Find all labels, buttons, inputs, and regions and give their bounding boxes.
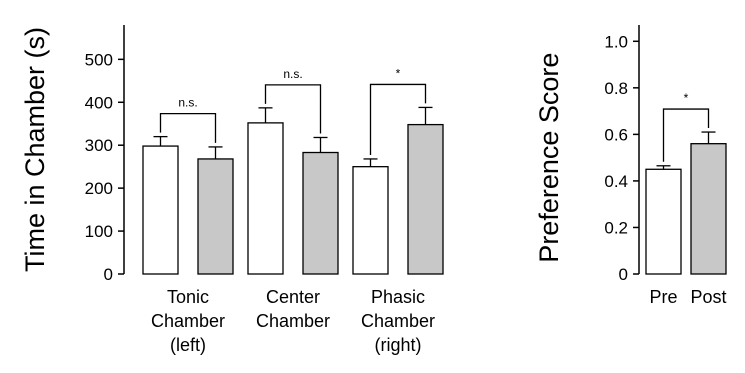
y-tick-label: 0	[619, 265, 628, 284]
y-tick-label: 0.4	[604, 172, 628, 191]
category-label: (left)	[170, 335, 206, 355]
category-label: Chamber	[256, 311, 330, 331]
y-tick-label: 1.0	[604, 32, 628, 51]
bar	[197, 158, 234, 275]
bar	[247, 122, 284, 275]
y-tick-label: 0.2	[604, 218, 628, 237]
preference-score-chart: 0 0.2 0.4 0.6 0.8 1.0 Preference Score Pre Post *	[534, 25, 727, 307]
category-label: Center	[266, 287, 320, 307]
y-tick-label: 300	[85, 136, 113, 155]
significance-label: n.s.	[178, 96, 197, 110]
y-axis-title: Preference Score	[534, 53, 564, 263]
significance-bracket	[662, 108, 710, 162]
bar	[302, 151, 339, 275]
significance-bracket	[159, 112, 217, 143]
category-label: Post	[690, 287, 726, 307]
y-tick-label: 0.6	[604, 125, 628, 144]
significance-label: n.s.	[283, 67, 302, 81]
significance-bracket	[264, 84, 322, 134]
significance-bracket	[369, 83, 427, 155]
bar	[352, 166, 389, 275]
y-tick-label: 0.8	[604, 79, 628, 98]
chamber-time-chart: 0 100 200 300 400 500 Time in Chamber (s) n.s. T…	[20, 25, 444, 355]
category-label: Chamber	[151, 311, 225, 331]
bar	[407, 123, 444, 275]
bar	[645, 168, 682, 275]
category-label: Pre	[649, 287, 677, 307]
category-label: Chamber	[361, 311, 435, 331]
significance-label: *	[396, 66, 401, 80]
y-tick-label: 0	[104, 265, 113, 284]
y-axis-title: Time in Chamber (s)	[20, 27, 50, 272]
y-tick-label: 400	[85, 93, 113, 112]
y-tick-label: 200	[85, 179, 113, 198]
bar	[142, 145, 179, 275]
y-tick-label: 500	[85, 50, 113, 69]
category-label: Phasic	[371, 287, 425, 307]
bar	[690, 143, 727, 275]
y-tick-label: 100	[85, 222, 113, 241]
category-label: Tonic	[167, 287, 209, 307]
significance-label: *	[684, 91, 689, 105]
category-label: (right)	[374, 335, 421, 355]
